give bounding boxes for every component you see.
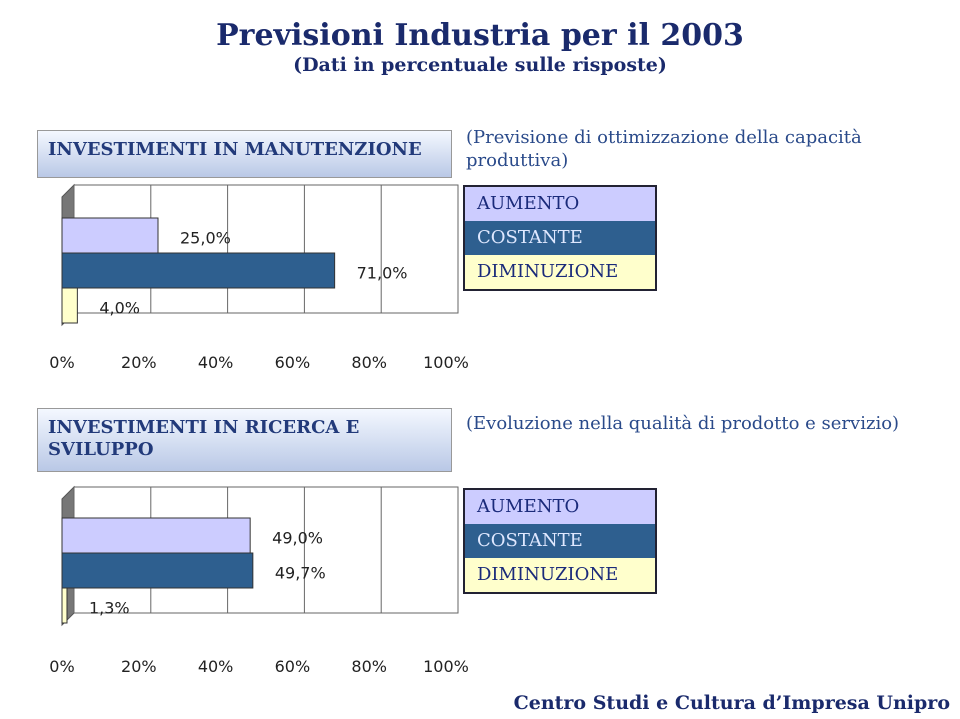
value-label: 25,0% <box>180 229 231 248</box>
legend-entry: DIMINUZIONE <box>465 558 655 592</box>
value-label: 1,3% <box>89 599 130 618</box>
legend: AUMENTO COSTANTE DIMINUZIONE <box>463 488 657 594</box>
footer: Centro Studi e Cultura d’Impresa Unipro <box>513 692 950 714</box>
x-tick-label: 0% <box>49 657 74 676</box>
x-tick-label: 80% <box>351 353 387 372</box>
legend: AUMENTO COSTANTE DIMINUZIONE <box>463 185 657 291</box>
x-tick-label: 20% <box>121 657 157 676</box>
legend-entry: DIMINUZIONE <box>465 255 655 289</box>
legend-entry: AUMENTO <box>465 490 655 524</box>
legend-entry: COSTANTE <box>465 524 655 558</box>
bar <box>61 552 254 589</box>
value-label: 49,0% <box>272 529 323 548</box>
bar <box>61 587 68 624</box>
bar <box>61 517 251 554</box>
x-tick-label: 60% <box>275 657 311 676</box>
bar <box>61 287 78 324</box>
x-tick-label: 80% <box>351 657 387 676</box>
chart-note: (Previsione di ottimizzazione della capa… <box>466 127 862 171</box>
x-tick-label: 100% <box>423 353 469 372</box>
slide-title: Previsioni Industria per il 2003 <box>216 18 744 53</box>
value-label: 4,0% <box>99 299 140 318</box>
x-tick-label: 40% <box>198 353 234 372</box>
value-label: 71,0% <box>357 264 408 283</box>
x-tick-label: 100% <box>423 657 469 676</box>
chart-note: (Evoluzione nella qualità di prodotto e … <box>466 413 900 434</box>
chart-title: INVESTIMENTI IN MANUTENZIONE <box>37 130 452 178</box>
legend-entry: AUMENTO <box>465 187 655 221</box>
slide-subtitle: (Dati in percentuale sulle risposte) <box>293 54 667 76</box>
bar <box>61 217 159 254</box>
x-tick-label: 60% <box>275 353 311 372</box>
x-tick-label: 40% <box>198 657 234 676</box>
x-tick-label: 20% <box>121 353 157 372</box>
value-label: 49,7% <box>275 564 326 583</box>
chart-title: INVESTIMENTI IN RICERCA E SVILUPPO <box>37 408 452 472</box>
bar <box>61 252 336 289</box>
x-tick-label: 0% <box>49 353 74 372</box>
legend-entry: COSTANTE <box>465 221 655 255</box>
